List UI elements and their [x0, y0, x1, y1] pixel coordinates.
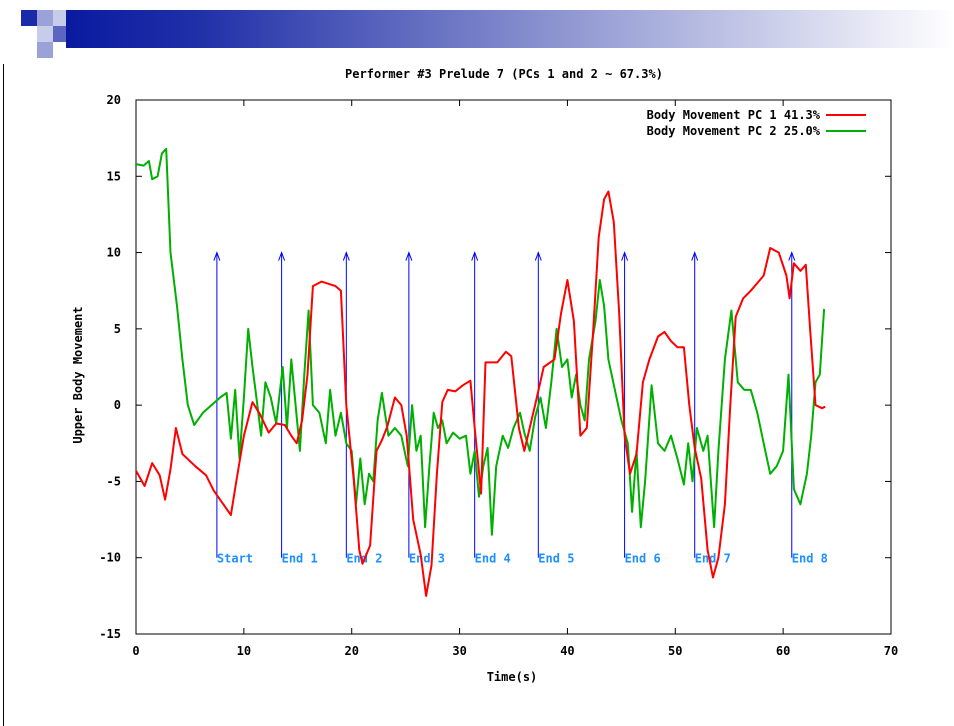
phrase-markers: Start End 1 End 2 End 3 End 4 End 5 End 6 End 7…: [213, 251, 828, 566]
slide-left-border: [3, 64, 4, 726]
marker-arrow-head: [405, 251, 413, 261]
x-tick-label: 60: [776, 644, 790, 658]
series-line-pc1: [135, 190, 826, 597]
marker-arrow-head: [213, 251, 221, 261]
marker-label: End 5: [538, 552, 574, 566]
marker-label: End 4: [475, 552, 511, 566]
x-tick-label: 0: [132, 644, 139, 658]
y-tick-label: 0: [114, 398, 121, 412]
marker-label: End 6: [625, 552, 661, 566]
marker-label: End 1: [282, 552, 318, 566]
marker-label: End 7: [695, 552, 731, 566]
marker-arrow-head: [342, 251, 350, 261]
x-tick-label: 20: [344, 644, 358, 658]
plot-frame: [135, 99, 892, 635]
y-tick-label: -10: [99, 551, 121, 565]
x-tick-label: 30: [452, 644, 466, 658]
marker-label: Start: [217, 552, 253, 566]
y-tick-label: 20: [107, 93, 121, 107]
y-tick-label: 5: [114, 322, 121, 336]
legend-label-pc1: Body Movement PC 1 41.3%: [647, 108, 821, 122]
legend-label-pc2: Body Movement PC 2 25.0%: [647, 124, 821, 138]
series-line-pc2: [135, 147, 826, 536]
marker-arrow-head: [278, 251, 286, 261]
marker-arrow-head: [788, 251, 796, 261]
marker-label: End 8: [792, 552, 828, 566]
x-axis-ticks: 0 10 20 30 40 50 60 70: [132, 100, 898, 658]
y-tick-label: -15: [99, 627, 121, 641]
marker-arrow-head: [621, 251, 629, 261]
x-tick-label: 70: [884, 644, 898, 658]
x-tick-label: 40: [560, 644, 574, 658]
y-axis-title: Upper Body Movement: [71, 306, 85, 443]
x-tick-label: 10: [237, 644, 251, 658]
marker-arrow-head: [691, 251, 699, 261]
y-tick-label: -5: [107, 474, 121, 488]
x-axis-title: Time(s): [487, 670, 538, 684]
legend: Body Movement PC 1 41.3% Body Movement P…: [647, 108, 866, 138]
x-tick-label: 50: [668, 644, 682, 658]
slide-header-bar: [21, 10, 954, 58]
y-tick-label: 15: [107, 169, 121, 183]
marker-arrow-head: [471, 251, 479, 261]
series-lines: [135, 147, 826, 597]
chart-title: Performer #3 Prelude 7 (PCs 1 and 2 ~ 67…: [345, 67, 663, 81]
marker-arrow-head: [534, 251, 542, 261]
y-tick-label: 10: [107, 246, 121, 260]
marker-label: End 3: [409, 552, 445, 566]
